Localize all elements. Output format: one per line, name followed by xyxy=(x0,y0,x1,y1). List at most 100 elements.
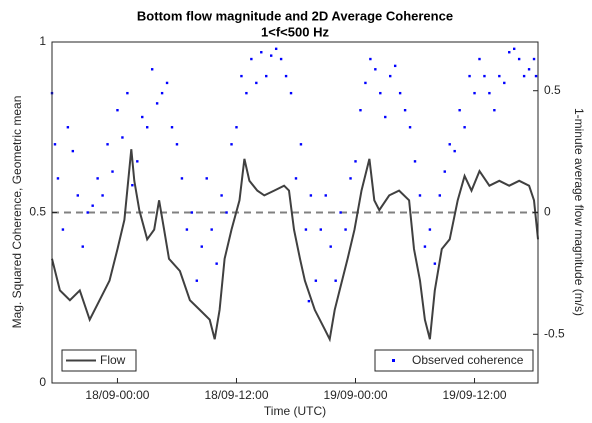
coherence-point xyxy=(165,81,169,85)
coherence-point xyxy=(53,143,57,146)
coherence-point xyxy=(314,279,318,282)
coherence-point xyxy=(205,177,208,180)
coherence-point xyxy=(136,160,139,163)
coherence-point xyxy=(289,91,293,95)
coherence-point xyxy=(225,211,228,214)
coherence-point xyxy=(359,109,362,112)
coherence-point xyxy=(175,143,179,146)
coherence-point xyxy=(517,57,521,61)
coherence-point xyxy=(512,47,516,51)
coherence-point xyxy=(334,279,337,282)
coherence-point xyxy=(488,91,491,95)
coherence-point xyxy=(354,160,357,163)
coherence-point xyxy=(284,74,288,78)
coherence-point xyxy=(498,74,501,78)
coherence-point xyxy=(408,126,412,129)
coherence-point xyxy=(116,109,119,112)
y-tick-label: 0 xyxy=(39,375,46,389)
coherence-point xyxy=(230,143,233,146)
coherence-point xyxy=(438,194,442,197)
coherence-point xyxy=(403,109,407,112)
coherence-point xyxy=(160,91,164,95)
coherence-point xyxy=(131,184,134,187)
chart-subtitle: 1<f<500 Hz xyxy=(261,24,329,39)
coherence-point xyxy=(344,228,347,231)
legend-box xyxy=(374,349,534,372)
coherence-point xyxy=(413,160,417,163)
coherence-point xyxy=(428,228,432,231)
coherence-point xyxy=(508,51,511,54)
coherence-point xyxy=(473,91,476,95)
coherence-point xyxy=(96,177,99,180)
coherence-point xyxy=(393,64,397,68)
coherence-point xyxy=(468,74,471,78)
coherence-point xyxy=(200,245,203,248)
coherence-point xyxy=(527,68,531,71)
coherence-point xyxy=(146,126,149,129)
coherence-point xyxy=(106,143,109,146)
coherence-point xyxy=(150,68,154,71)
coherence-point xyxy=(483,74,486,78)
coherence-point xyxy=(255,81,258,85)
coherence-point xyxy=(493,109,496,112)
coherence-point xyxy=(180,177,184,180)
coherence-point xyxy=(269,54,273,57)
coherence-point xyxy=(443,170,446,173)
coherence-point xyxy=(304,228,308,231)
coherence-point xyxy=(235,126,238,129)
coherence-point xyxy=(384,115,387,119)
coherence-point xyxy=(215,262,218,265)
legend-label: Flow xyxy=(100,353,126,367)
coherence-point xyxy=(126,91,129,95)
coherence-point xyxy=(448,143,451,146)
coherence-point xyxy=(61,228,65,231)
coherence-point xyxy=(56,177,60,180)
coherence-point xyxy=(374,68,377,71)
coherence-point xyxy=(86,211,89,214)
coherence-point xyxy=(121,136,124,139)
coherence-point xyxy=(141,115,144,119)
x-tick-label: 19/09-12:00 xyxy=(442,388,506,402)
coherence-point xyxy=(319,228,322,231)
x-tick-label: 18/09-12:00 xyxy=(204,388,268,402)
coherence-point xyxy=(294,177,298,180)
coherence-point xyxy=(250,57,253,61)
coherence-point xyxy=(220,194,223,197)
chart-title: Bottom flow magnitude and 2D Average Coh… xyxy=(137,8,453,23)
coherence-point xyxy=(379,91,382,95)
coherence-point xyxy=(76,194,79,197)
y2-axis-label: 1-minute average flow magnitude (m/s) xyxy=(572,108,586,316)
coherence-point xyxy=(503,81,506,85)
legend-box xyxy=(61,349,137,372)
coherence-point xyxy=(398,91,402,95)
coherence-point xyxy=(522,74,526,78)
legend-swatch xyxy=(392,359,395,362)
coherence-point xyxy=(324,194,327,197)
coherence-point xyxy=(91,204,94,207)
coherence-point xyxy=(185,228,189,231)
coherence-point xyxy=(299,143,303,146)
coherence-point xyxy=(532,57,536,61)
y-tick-label: 1 xyxy=(39,34,46,48)
y2-tick-label: 0.5 xyxy=(544,83,561,97)
coherence-point xyxy=(309,194,313,197)
coherence-point xyxy=(260,51,263,54)
coherence-point xyxy=(190,211,194,214)
coherence-point xyxy=(265,74,268,78)
coherence-point xyxy=(463,126,466,129)
coherence-point xyxy=(66,126,70,129)
legend-label: Observed coherence xyxy=(412,353,524,367)
coherence-point xyxy=(111,170,114,173)
coherence-point xyxy=(240,74,243,78)
coherence-point xyxy=(423,245,427,248)
coherence-point xyxy=(433,262,437,265)
coherence-point xyxy=(329,245,332,248)
coherence-point xyxy=(101,194,104,197)
coherence-point xyxy=(307,299,311,303)
x-tick-label: 19/09-00:00 xyxy=(323,388,387,402)
coherence-point xyxy=(279,57,283,61)
y2-tick-label: 0 xyxy=(544,205,551,219)
coherence-point xyxy=(245,91,248,95)
